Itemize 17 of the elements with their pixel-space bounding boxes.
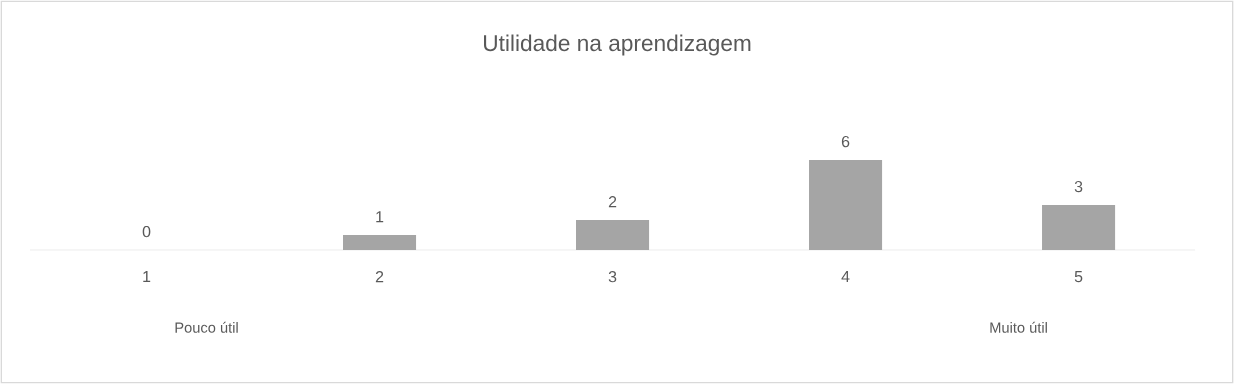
text: Pouco útil <box>175 321 238 333</box>
x-tick-label: 1 <box>143 271 151 283</box>
data-label: 6 <box>841 135 850 148</box>
text: Muito útil <box>990 321 1047 333</box>
data-label: 2 <box>608 196 617 208</box>
data-label: 1 <box>376 211 384 223</box>
x-tick-label: 5 <box>1074 271 1083 283</box>
x-tick-label: 2 <box>375 271 384 283</box>
chart-title: Utilidade na aprendizagem <box>484 34 751 56</box>
bar <box>809 159 883 250</box>
bar <box>343 234 417 250</box>
x-tick-label: 3 <box>608 271 617 283</box>
data-label: 0 <box>142 225 151 238</box>
bar <box>1042 204 1116 250</box>
x-tick-label: 4 <box>841 271 850 283</box>
data-label: 3 <box>1074 180 1083 193</box>
bar <box>576 219 650 250</box>
